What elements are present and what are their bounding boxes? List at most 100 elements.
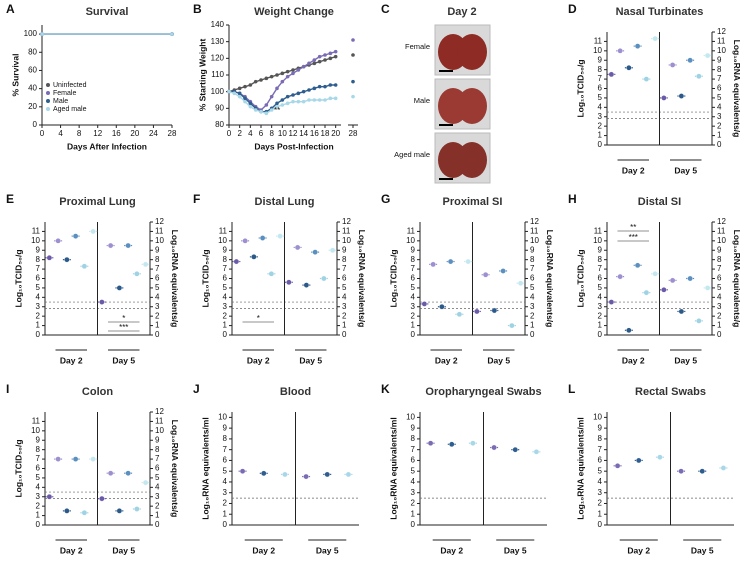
chart-title: Distal SI (638, 196, 681, 208)
panel-letter: F (193, 192, 200, 206)
y-tick-label: 2 (530, 311, 535, 320)
y-tick-label: 7 (598, 264, 603, 273)
y-tick-label: 0 (33, 120, 38, 129)
y-tick-label: 0 (717, 330, 722, 339)
legend-marker (46, 91, 50, 95)
x-tick-label: 16 (112, 129, 121, 138)
y-tick-label: 1 (717, 321, 722, 330)
dot (470, 440, 476, 447)
legend-marker (46, 107, 50, 111)
y-tick-label: 8 (717, 255, 722, 264)
y-tick-label: 9 (411, 423, 416, 432)
y-tick-label: 11 (407, 227, 416, 236)
panel-letter: B (193, 2, 202, 16)
point (243, 84, 247, 89)
point (285, 69, 290, 74)
dot (345, 471, 352, 478)
dot (134, 270, 140, 277)
point (301, 99, 306, 104)
x-tick-label: 2 (237, 129, 242, 138)
y-tick-label: 90 (215, 103, 224, 112)
y-tick-label: 9 (530, 245, 535, 254)
y-tick-label: 9 (598, 423, 603, 432)
dot (661, 286, 667, 293)
dot (696, 73, 702, 80)
y-tick-label: 1 (36, 511, 41, 520)
dot (500, 268, 506, 274)
group-label: Day 5 (112, 355, 135, 365)
group-label: Day 2 (440, 545, 463, 555)
chart-title: Proximal Lung (59, 196, 135, 208)
y-tick-label: 3 (598, 488, 603, 497)
point (323, 84, 327, 89)
point (269, 94, 274, 99)
annotation: *** (629, 233, 638, 242)
group-label: Day 2 (247, 355, 270, 365)
y-tick-label: 3 (223, 302, 228, 311)
point (351, 53, 355, 57)
legend-label: Male (53, 98, 68, 105)
point (269, 108, 274, 112)
y-tick-label: 4 (155, 482, 160, 491)
dot (652, 270, 658, 277)
point (243, 96, 247, 101)
y-tick-label: 5 (598, 283, 603, 292)
dot (699, 468, 706, 474)
dot (324, 471, 331, 478)
y-tick-label: 10 (342, 236, 351, 245)
legend-label: Aged male (53, 106, 87, 113)
point (280, 98, 285, 102)
y-tick-label: 2 (598, 499, 603, 508)
y-tick-label: 3 (36, 492, 41, 501)
x-tick-label: 4 (58, 129, 63, 138)
dot (107, 470, 114, 477)
y-tick-label: 8 (36, 255, 41, 264)
y-tick-label: 5 (530, 283, 535, 292)
y-tick-label: 9 (223, 423, 228, 432)
y-tick-label: 10 (218, 412, 227, 421)
dot (251, 254, 257, 260)
y-tick-label: 10 (593, 236, 602, 245)
y-tick-label: 0 (717, 140, 722, 149)
y-tick-label: 0 (598, 140, 603, 149)
y-tick-label: 3 (717, 112, 722, 121)
y-tick-label: 80 (28, 47, 37, 56)
lung-right (457, 88, 487, 124)
point (301, 64, 306, 69)
dot (608, 71, 615, 78)
dot (134, 506, 140, 512)
y-tick-label: 4 (223, 477, 228, 486)
dot (465, 258, 471, 265)
y-tick-label: 9 (717, 245, 722, 254)
y-tick-label: 6 (717, 84, 722, 93)
dot (652, 35, 658, 42)
y2-axis-label: Log₁₀RNA equivalents/g (545, 230, 555, 328)
y-tick-label: 100 (211, 87, 225, 96)
y-tick-label: 11 (717, 227, 726, 236)
x-tick-label: 28 (349, 129, 358, 138)
dot (64, 256, 70, 263)
y-tick-label: 9 (411, 245, 416, 254)
y-tick-label: 7 (36, 454, 41, 463)
y2-axis-label: Log₁₀RNA equivalents/g (732, 40, 742, 138)
panel-letter: G (381, 192, 390, 206)
panel-letter: A (6, 2, 15, 16)
y-tick-label: 3 (36, 302, 41, 311)
y-tick-label: 110 (211, 70, 224, 79)
x-tick-label: 6 (259, 129, 264, 138)
point (275, 86, 279, 91)
y-tick-label: 8 (342, 255, 347, 264)
y-tick-label: 1 (411, 509, 416, 518)
point (253, 108, 258, 112)
y-tick-label: 6 (598, 84, 603, 93)
y-tick-label: 3 (155, 302, 160, 311)
y-tick-label: 5 (223, 283, 228, 292)
y-tick-label: 6 (411, 274, 416, 283)
y-tick-label: 9 (36, 435, 41, 444)
y-tick-label: 12 (530, 217, 539, 226)
y-tick-label: 7 (155, 454, 160, 463)
y-tick-label: 7 (598, 74, 603, 83)
y-tick-label: 9 (342, 245, 347, 254)
dot (696, 318, 702, 324)
dot (430, 261, 436, 268)
